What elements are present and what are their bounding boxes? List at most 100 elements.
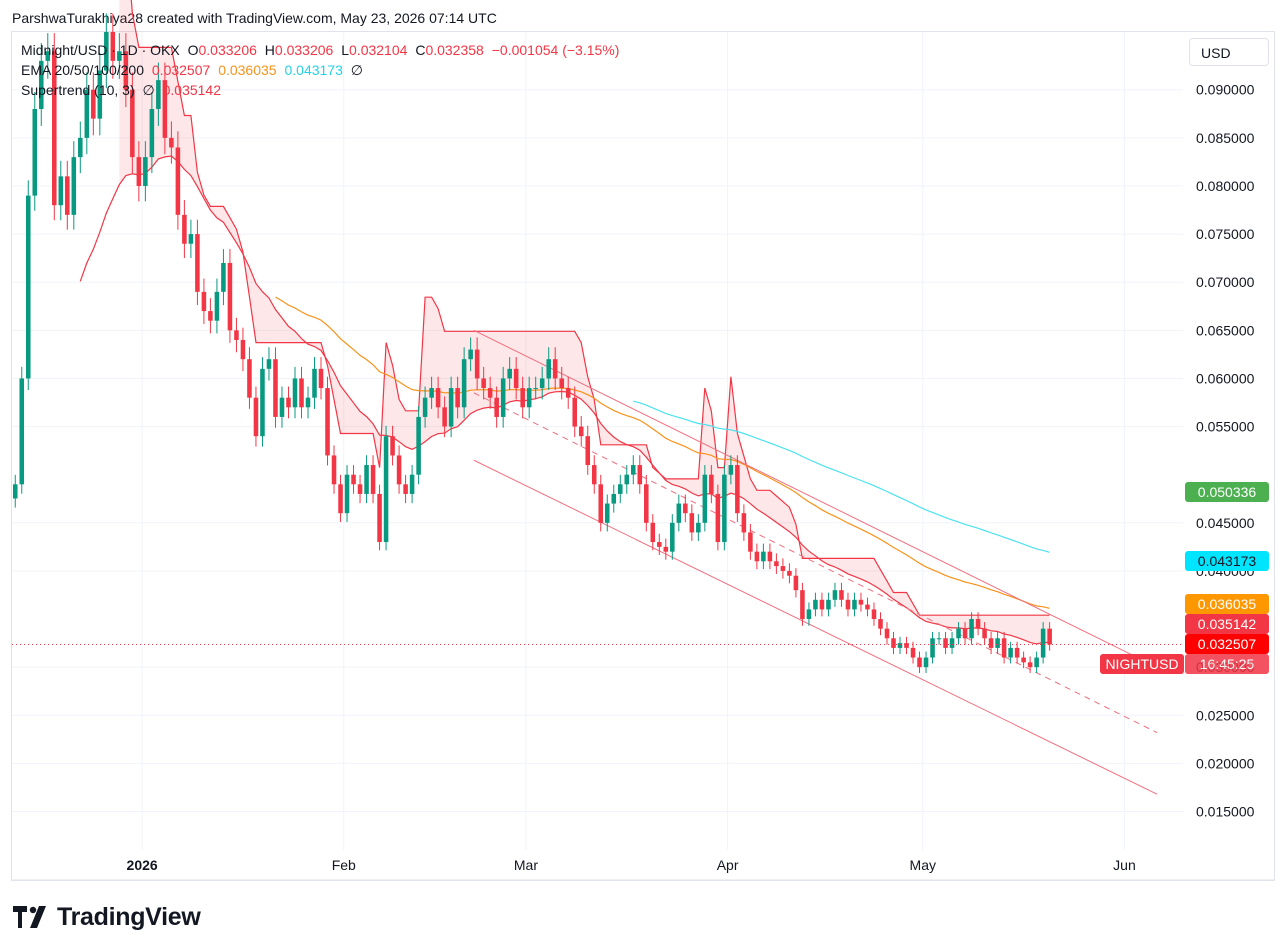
candle-body — [104, 32, 109, 71]
candle-body — [468, 349, 473, 360]
candle-body — [409, 474, 415, 494]
candle-body — [663, 546, 669, 552]
candle-body — [754, 551, 760, 562]
ema20-line — [79, 155, 1050, 645]
candle-body — [917, 657, 922, 668]
candle-body — [969, 619, 974, 639]
candle-body — [32, 108, 38, 196]
candle-body — [117, 51, 122, 61]
supertrend-label[interactable]: Supertrend (10, 3) — [21, 82, 135, 98]
candle-body — [175, 147, 181, 215]
candle-body — [617, 484, 623, 494]
candle-body — [832, 590, 838, 600]
candle-body — [338, 484, 343, 514]
candle-body — [604, 503, 610, 523]
candle-body — [208, 311, 213, 321]
candle-body — [806, 609, 812, 620]
candle-body — [1001, 638, 1007, 658]
tradingview-logo-text: TradingView — [57, 902, 201, 931]
candle-body — [91, 89, 96, 119]
candle-body — [52, 51, 57, 206]
candle-body — [657, 542, 662, 547]
ema100-price-tag: 0.043173 — [1185, 551, 1269, 571]
candle-body — [344, 474, 350, 514]
candle-body — [416, 416, 421, 475]
ema50-price-tag: 0.036035 — [1185, 594, 1269, 614]
candle-body — [884, 628, 890, 639]
symbol-name[interactable]: Midnight/USD · 1D · OKX — [21, 42, 180, 58]
supertrend-line — [130, 0, 1050, 616]
candle-body — [253, 397, 259, 437]
high-value: 0.033206 — [274, 42, 334, 58]
candle-body — [598, 484, 604, 523]
candle-body — [65, 176, 70, 215]
candle-body — [819, 599, 825, 610]
candle-body — [1040, 628, 1046, 658]
candle-body — [25, 195, 31, 379]
channel-lower-line — [473, 459, 1158, 795]
candle-body — [286, 397, 291, 408]
candle-body — [891, 638, 896, 648]
candle-body — [331, 455, 337, 485]
supertrend-price-tag: 0.035142 — [1185, 614, 1269, 634]
candle-body — [813, 599, 818, 610]
candle-body — [357, 484, 363, 494]
green-price-tag: 0.050336 — [1185, 482, 1269, 502]
candle-body — [858, 599, 864, 605]
candle-body — [130, 89, 135, 158]
candle-body — [396, 455, 402, 485]
candle-body — [461, 359, 467, 408]
candle-body — [448, 388, 454, 427]
x-tick-label: Feb — [332, 857, 356, 873]
candle-body — [266, 359, 272, 369]
candle-body — [1008, 647, 1013, 658]
candle-body — [318, 368, 324, 389]
candle-body — [741, 513, 747, 533]
candle-body — [696, 522, 701, 533]
x-tick-label: 2026 — [127, 857, 158, 873]
ema100-line — [633, 400, 1050, 553]
x-tick-label: Jun — [1113, 857, 1136, 873]
candle-body — [715, 493, 721, 543]
candle-body — [591, 465, 597, 485]
candle-body — [455, 388, 460, 408]
candle-body — [923, 657, 929, 668]
candle-body — [422, 397, 428, 417]
candle-body — [201, 291, 207, 312]
candle-body — [936, 638, 942, 640]
low-value: 0.032104 — [349, 42, 408, 58]
supertrend-up-value: ∅ — [142, 82, 155, 98]
tradingview-logo[interactable]: TradingView — [13, 902, 201, 932]
ema100-value: 0.043173 — [284, 62, 343, 78]
open-label: O — [187, 42, 199, 58]
candle-body — [513, 368, 519, 389]
candle-body — [709, 474, 714, 494]
candle-body — [546, 359, 551, 379]
candle-body — [221, 262, 226, 292]
ema50-line — [275, 296, 1050, 609]
y-tick-label: 0.025000 — [1196, 707, 1255, 723]
candle-body — [585, 436, 591, 466]
currency-button[interactable]: USD — [1189, 38, 1269, 66]
y-tick-label: 0.090000 — [1196, 82, 1255, 98]
candle-body — [578, 426, 584, 437]
ema200-value: ∅ — [350, 62, 363, 78]
candle-body — [312, 368, 317, 398]
ema-label[interactable]: EMA 20/50/100/200 — [21, 62, 144, 78]
candle-body — [507, 368, 512, 379]
candle-body — [260, 368, 265, 437]
candle-body — [904, 643, 909, 648]
candle-body — [897, 643, 903, 648]
y-tick-label: 0.070000 — [1196, 274, 1255, 290]
candle-body — [552, 359, 558, 379]
candle-body — [526, 388, 532, 408]
candle-body — [403, 484, 408, 494]
candle-body — [234, 330, 239, 340]
candle-body — [1021, 657, 1026, 663]
candle-body — [735, 465, 740, 514]
y-tick-label: 0.020000 — [1196, 755, 1255, 771]
candle-body — [559, 378, 564, 389]
candle-body — [149, 108, 155, 158]
candle-body — [670, 522, 675, 552]
